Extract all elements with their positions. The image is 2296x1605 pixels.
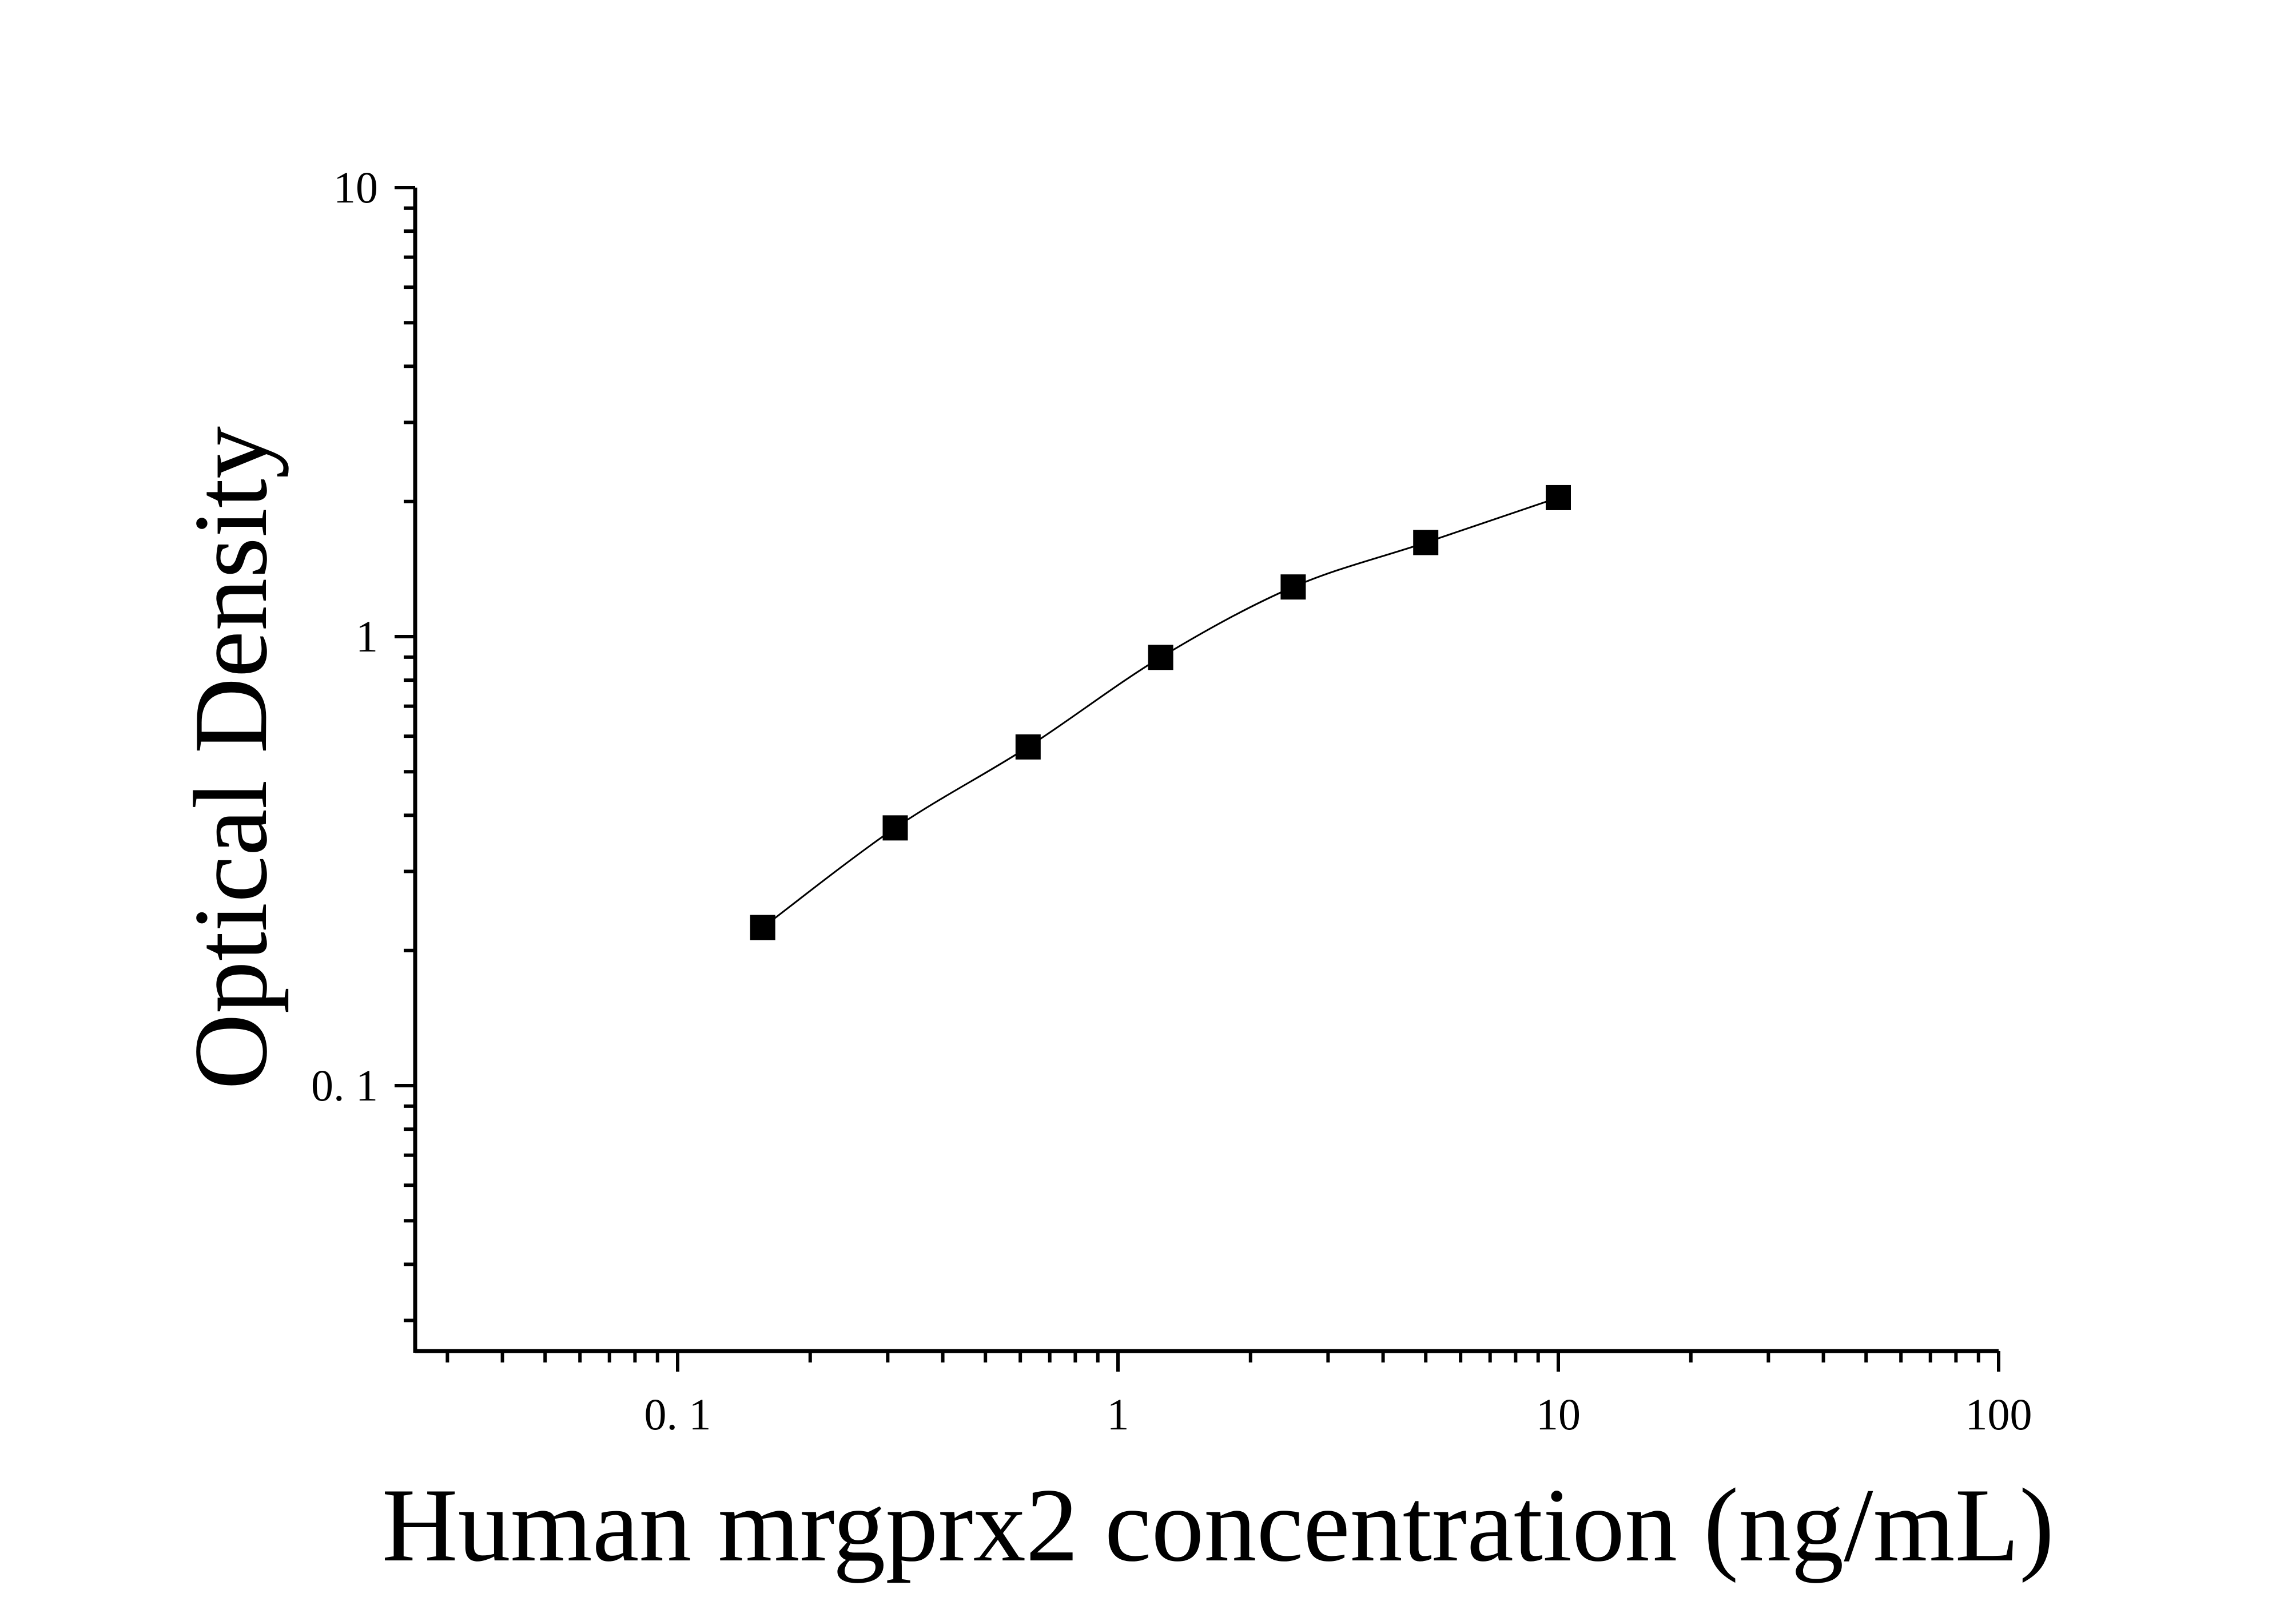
axes — [395, 186, 2000, 1372]
y-axis-title: Optical Density — [172, 426, 289, 1090]
data-point — [1015, 734, 1041, 760]
data-point — [1148, 645, 1173, 670]
data-point — [1280, 574, 1306, 600]
fit-curve — [762, 496, 1559, 928]
y-tick-label: 10 — [333, 162, 378, 212]
x-tick-label: 1 — [1107, 1389, 1129, 1439]
x-tick-label: 100 — [1965, 1389, 2032, 1439]
fit-curve-layer — [762, 496, 1559, 928]
tick-labels: 0. 1 1 10 100 0. 1 1 10 — [311, 162, 2032, 1439]
y-tick-label: 0. 1 — [311, 1060, 378, 1110]
data-point — [1546, 484, 1571, 510]
x-tick-label: 0. 1 — [644, 1389, 711, 1439]
data-point — [750, 915, 775, 940]
y-tick-label: 1 — [356, 611, 378, 661]
data-point — [1413, 530, 1439, 555]
data-point — [882, 815, 908, 841]
x-tick-label: 10 — [1536, 1389, 1581, 1439]
x-axis-title: Human mrgprx2 concentration (ng/mL) — [382, 1467, 2055, 1583]
data-points-layer — [750, 484, 1571, 940]
